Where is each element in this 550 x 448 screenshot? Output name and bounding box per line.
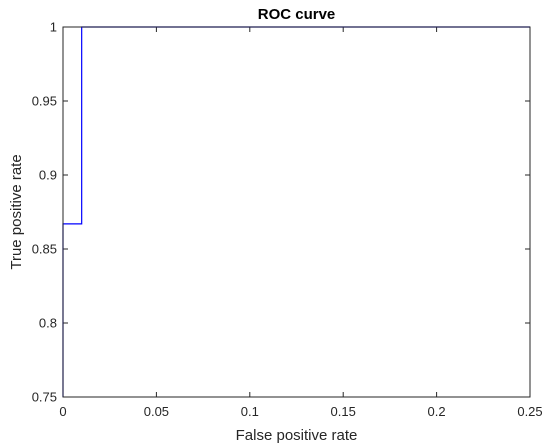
x-tick-label: 0.05 — [144, 404, 169, 419]
y-tick-labels: 0.75 0.8 0.85 0.9 0.95 1 — [32, 20, 57, 405]
y-axis-label: True positive rate — [8, 154, 25, 269]
x-tick-label: 0.25 — [517, 404, 542, 419]
y-tick-label: 0.75 — [32, 390, 57, 405]
plot-background — [63, 27, 530, 397]
y-tick-label: 0.95 — [32, 94, 57, 109]
y-tick-label: 0.8 — [39, 316, 57, 331]
x-tick-label: 0.1 — [241, 404, 259, 419]
x-tick-labels: 0 0.05 0.1 0.15 0.2 0.25 — [59, 404, 542, 419]
chart-title: ROC curve — [258, 6, 336, 23]
y-tick-label: 0.9 — [39, 168, 57, 183]
x-tick-label: 0.2 — [428, 404, 446, 419]
y-tick-label: 1 — [50, 20, 57, 35]
axes-box — [62, 26, 531, 398]
x-tick-label: 0.15 — [331, 404, 356, 419]
x-tick-label: 0 — [59, 404, 66, 419]
y-tick-label: 0.85 — [32, 242, 57, 257]
x-axis-label: False positive rate — [236, 427, 358, 444]
